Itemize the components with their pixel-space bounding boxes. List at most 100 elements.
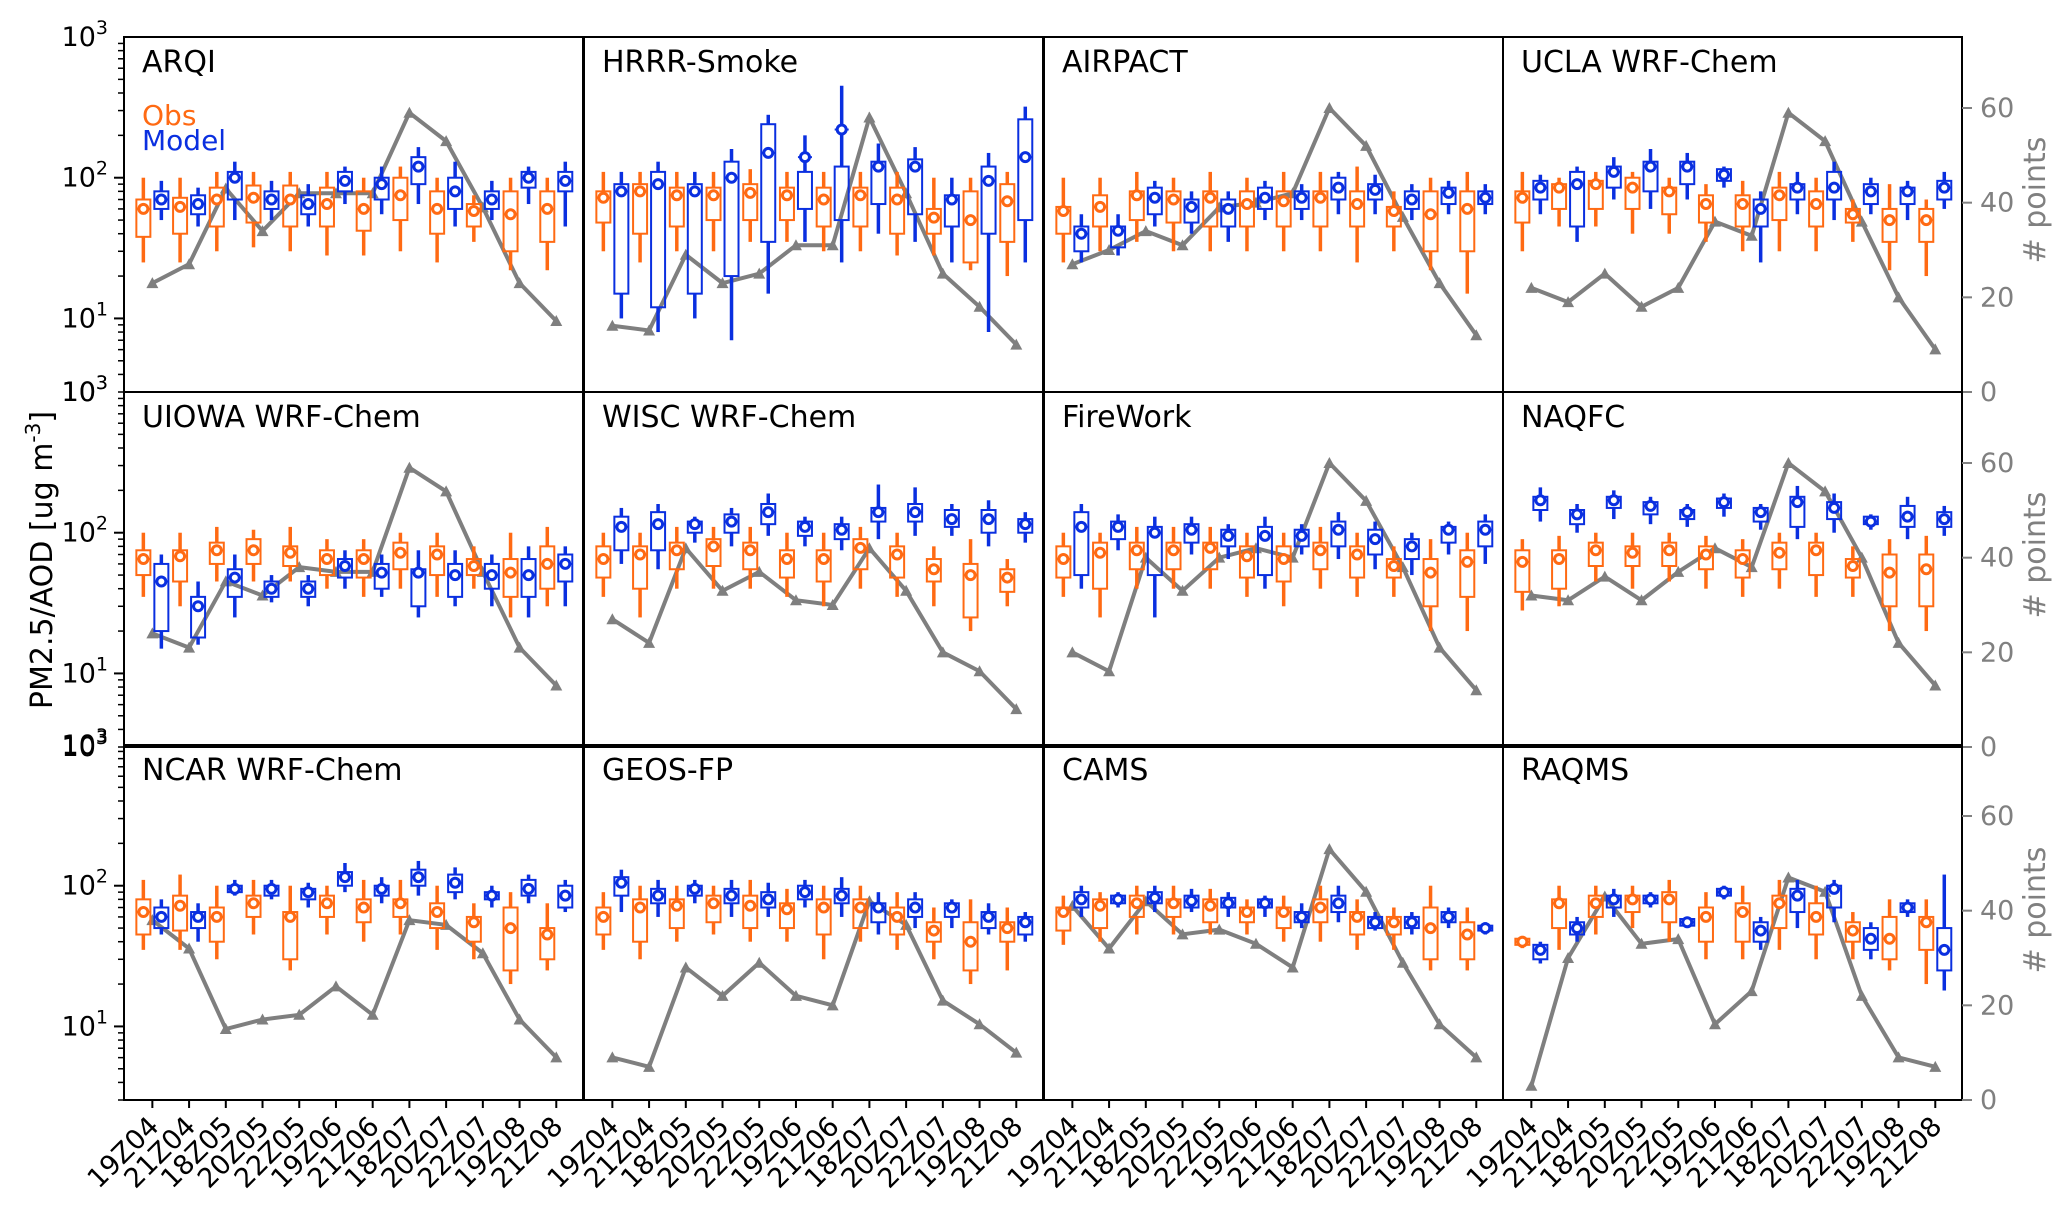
model-box-mean-marker — [1828, 501, 1841, 514]
count-series-line — [612, 111, 1018, 347]
model-box — [1403, 532, 1420, 576]
model-box — [1293, 184, 1310, 221]
obs-box — [208, 171, 225, 252]
count-marker — [219, 1023, 232, 1034]
model-box-box — [520, 558, 537, 598]
obs-box-mean-marker — [1773, 189, 1786, 202]
model-box — [1936, 874, 1953, 991]
obs-box-mean-marker — [1626, 893, 1639, 906]
obs-box — [1587, 885, 1604, 935]
model-box-mean-marker — [1479, 191, 1492, 204]
model-box-mean-marker — [1717, 886, 1730, 899]
y2-axis-title-row-2: # points — [2018, 492, 2053, 619]
obs-box-mean-marker — [247, 897, 260, 910]
obs-box-box — [1808, 902, 1825, 936]
count-series-line — [611, 898, 1018, 1070]
count-marker — [936, 646, 949, 658]
count-marker — [1598, 267, 1611, 279]
obs-box-mean-marker — [1846, 924, 1859, 937]
count-marker — [293, 561, 306, 573]
model-box — [796, 135, 813, 242]
model-box — [410, 147, 427, 205]
model-box — [907, 147, 924, 242]
panel: FireWork — [1043, 391, 1504, 748]
model-box — [1862, 922, 1879, 960]
obs-box-mean-marker — [1314, 544, 1327, 557]
obs-box — [282, 885, 299, 971]
model-box-mean-marker — [615, 185, 628, 198]
count-marker — [1892, 636, 1905, 648]
model-box — [1715, 493, 1732, 517]
obs-box-box — [539, 927, 556, 961]
model-box-box — [447, 176, 464, 210]
y-axis-title-end: ] — [25, 411, 60, 423]
obs-box-box — [1587, 541, 1604, 568]
model-box — [1330, 885, 1347, 923]
obs-box-mean-marker — [1204, 191, 1217, 204]
obs-box-box — [392, 541, 409, 571]
obs-box-mean-marker — [1424, 208, 1437, 221]
model-box — [1146, 885, 1163, 913]
obs-box-mean-marker — [1699, 198, 1712, 211]
panel-frame — [1502, 744, 1963, 1101]
count-marker — [643, 636, 656, 648]
model-box-mean-marker — [522, 882, 535, 895]
obs-box-mean-marker — [780, 903, 793, 916]
obs-box-mean-marker — [1277, 195, 1290, 208]
obs-box-mean-marker — [1736, 553, 1749, 566]
obs-box — [392, 166, 409, 252]
model-box-mean-marker — [1222, 897, 1235, 910]
y2-tick-label: 40 — [1980, 188, 2014, 219]
model-box-mean-marker — [1019, 916, 1032, 929]
count-marker — [1672, 565, 1685, 577]
obs-box — [282, 171, 299, 252]
model-box-mean-marker — [1405, 540, 1418, 553]
obs-box-box — [208, 186, 225, 228]
obs-box-box — [1734, 549, 1751, 579]
obs-box — [852, 171, 869, 252]
obs-box — [632, 171, 649, 263]
obs-box — [1275, 171, 1292, 252]
model-box — [1256, 895, 1273, 917]
model-box-mean-marker — [1534, 181, 1547, 194]
count-marker — [863, 111, 876, 123]
obs-box — [1551, 535, 1568, 607]
obs-box-mean-marker — [780, 553, 793, 566]
obs-box-mean-marker — [1094, 200, 1107, 213]
count-marker — [1708, 215, 1721, 227]
model-box-mean-marker — [1571, 922, 1584, 935]
model-box-mean-marker — [1754, 506, 1767, 519]
model-box-box — [1146, 186, 1163, 216]
obs-box — [1385, 546, 1402, 597]
model-box-mean-marker — [1295, 910, 1308, 923]
obs-box — [135, 532, 152, 597]
obs-box-mean-marker — [891, 548, 904, 561]
model-box-mean-marker — [1644, 160, 1657, 173]
obs-box-mean-marker — [1057, 205, 1070, 218]
obs-box-box — [1165, 190, 1182, 224]
obs-box-mean-marker — [357, 553, 370, 566]
model-box-mean-marker — [652, 178, 665, 191]
y-tick-label: 102 — [62, 158, 108, 194]
count-marker — [183, 258, 196, 270]
model-box — [833, 516, 850, 551]
model-box-mean-marker — [1607, 165, 1620, 178]
y2-tick-label: 40 — [1980, 543, 2014, 574]
model-box-box — [1826, 170, 1843, 201]
obs-box-mean-marker — [1699, 548, 1712, 561]
obs-box — [1551, 177, 1568, 227]
obs-box — [1808, 885, 1825, 960]
obs-box-box — [925, 558, 942, 583]
obs-box-mean-marker — [1920, 563, 1933, 576]
obs-box — [1202, 526, 1219, 589]
obs-box-mean-marker — [670, 544, 683, 557]
model-box-box — [1403, 538, 1420, 561]
obs-box — [135, 177, 152, 263]
model-box — [1017, 106, 1034, 263]
model-box — [1532, 174, 1549, 215]
count-marker — [513, 1013, 526, 1025]
y-axis-title-main: PM2.5/AOD [ug m — [25, 443, 60, 710]
model-box — [1605, 490, 1622, 520]
